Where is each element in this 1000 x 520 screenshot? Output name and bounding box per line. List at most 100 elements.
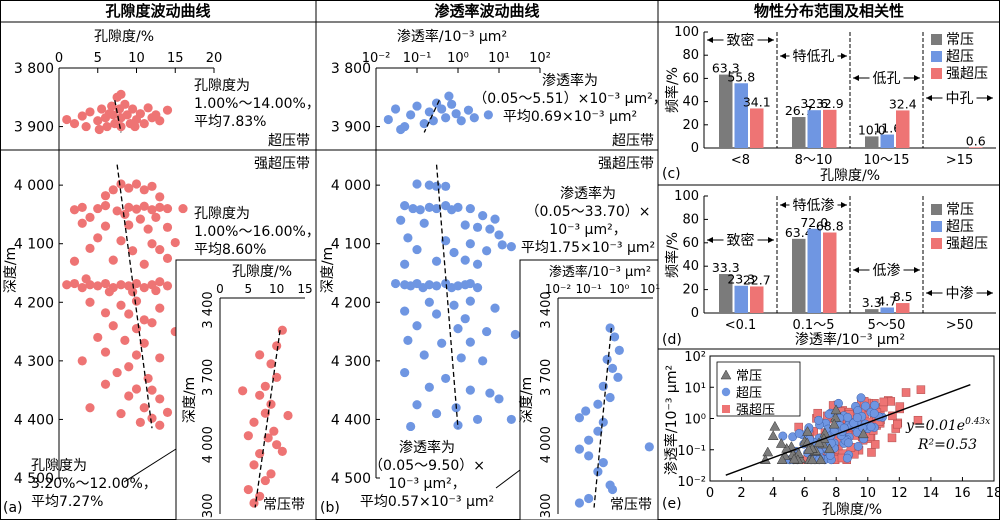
data-point-normal [266, 359, 276, 369]
data-point-normal [614, 345, 624, 355]
inset-box [519, 259, 659, 520]
tick-label: 60 [682, 236, 699, 251]
bar-常压 [719, 274, 733, 313]
note-line: 平均7.83% [194, 114, 266, 130]
bars: 63.355.8 34.1 26.732.632.9 10.011.6 32.4 0.6 [712, 61, 986, 149]
data-point-normal [815, 454, 827, 464]
data-point-strong [490, 214, 500, 224]
tick-label: 10² [529, 51, 551, 66]
tick-label: 5 [94, 51, 102, 66]
data-point-strong [139, 259, 149, 269]
bar-value-label: 33.3 [712, 260, 740, 275]
tick-label: 80 [682, 48, 699, 63]
scatter-points [383, 91, 520, 432]
tick-label: 4 300 [201, 493, 216, 520]
tick-label: 10⁰ [609, 282, 629, 296]
panel-a: 孔隙度/% 0 5 10 15 20 深度/m 3 800 3 900 4 000 4 100… [3, 29, 320, 520]
tick-label: 10¹ [488, 51, 510, 66]
data-point-strong [100, 221, 111, 231]
zone-label-strong: 强超压带 [254, 156, 310, 172]
data-point-strong [147, 205, 157, 215]
data-point-strong [124, 202, 134, 212]
data-point-normal [813, 437, 825, 448]
legend-marker-normal [720, 369, 732, 380]
legend-label: 强超压 [946, 66, 988, 82]
data-point-strong [135, 214, 145, 224]
data-point-strong [465, 239, 475, 249]
bar-value-label: 32.9 [816, 96, 844, 111]
bar-超压 [880, 134, 894, 148]
data-point-strong [139, 185, 149, 195]
data-point-strong [108, 321, 118, 331]
tick-label: 4 500 [331, 471, 371, 487]
fit-line [725, 384, 971, 476]
data-point-strong [870, 440, 880, 449]
data-point-strong [112, 367, 122, 378]
data-point-strong [108, 185, 118, 195]
data-point-strong [408, 203, 418, 214]
data-point-normal [767, 430, 779, 440]
note-line: 1.00%～14.00%， [194, 96, 320, 112]
data-point-strong [85, 243, 95, 253]
note-line: 10⁻³ μm²， [549, 222, 626, 238]
legend-swatch-超压 [931, 51, 942, 62]
tick-label: 8 [832, 486, 840, 501]
tick-label: 0.1～5 [793, 318, 835, 333]
tick-label: 10⁻¹ [575, 282, 602, 296]
data-point-normal [802, 426, 813, 436]
data-point-strong [139, 338, 149, 348]
data-point-super [69, 119, 80, 129]
fit-r2: R²=0.53 [917, 437, 977, 453]
fit-line [725, 384, 971, 476]
data-point-strong [460, 255, 470, 265]
data-point-super [861, 401, 870, 411]
data-point-super [483, 110, 493, 120]
trend-lines [114, 100, 153, 429]
data-point-strong [85, 212, 95, 222]
freq-axis-label: 频率/% [664, 67, 681, 113]
perm-axis-label: 渗透率/10⁻³ μm² [663, 365, 680, 475]
data-point-strong [139, 403, 149, 413]
note-line: 平均1.75×10⁻³ μm² [521, 240, 655, 256]
tick-label: 4 300 [539, 493, 554, 520]
zone-label-normal: 常压带 [610, 497, 652, 513]
tick-label: 20 [682, 118, 699, 133]
data-point-super [869, 408, 879, 418]
note-line: 孔隙度为 [194, 78, 250, 94]
data-point-strong [124, 220, 134, 230]
data-point-strong [108, 255, 118, 265]
inset-points [238, 325, 293, 508]
data-point-strong [494, 230, 504, 240]
panel-label-c: (c) [662, 166, 681, 182]
range-arrowhead [926, 290, 932, 296]
range-label: 中渗 [946, 286, 974, 302]
data-point-normal [605, 392, 615, 403]
poro-axis-label: 孔隙度/% [820, 168, 880, 184]
tick-label: 10 [128, 51, 145, 66]
data-point-strong [453, 420, 463, 430]
data-point-normal [644, 442, 654, 452]
data-point-strong [400, 306, 410, 316]
data-point-super [406, 110, 416, 120]
tick-label: 0 [691, 141, 699, 156]
data-point-super [85, 107, 95, 117]
data-point-super [104, 109, 114, 119]
range-arrowhead [780, 202, 786, 208]
note-super: 孔隙度为 1.00%～14.00%， 平均7.83% [194, 78, 320, 130]
data-point-super [853, 441, 863, 451]
data-point-strong [93, 203, 103, 214]
tick-label: 16 [954, 486, 971, 501]
range-label-bg [869, 67, 904, 86]
data-point-normal [249, 498, 259, 508]
inset-trend [254, 330, 281, 508]
note-line: 3.20%～12.00%， [31, 476, 157, 492]
data-point-strong [431, 309, 442, 319]
inset-x-tick-labels: 0 5 10 15 [216, 282, 312, 296]
range-arrowhead [768, 37, 774, 43]
data-point-normal [762, 446, 774, 457]
data-point-strong [69, 256, 80, 266]
data-point-strong [485, 224, 495, 234]
data-point-strong [490, 303, 500, 313]
